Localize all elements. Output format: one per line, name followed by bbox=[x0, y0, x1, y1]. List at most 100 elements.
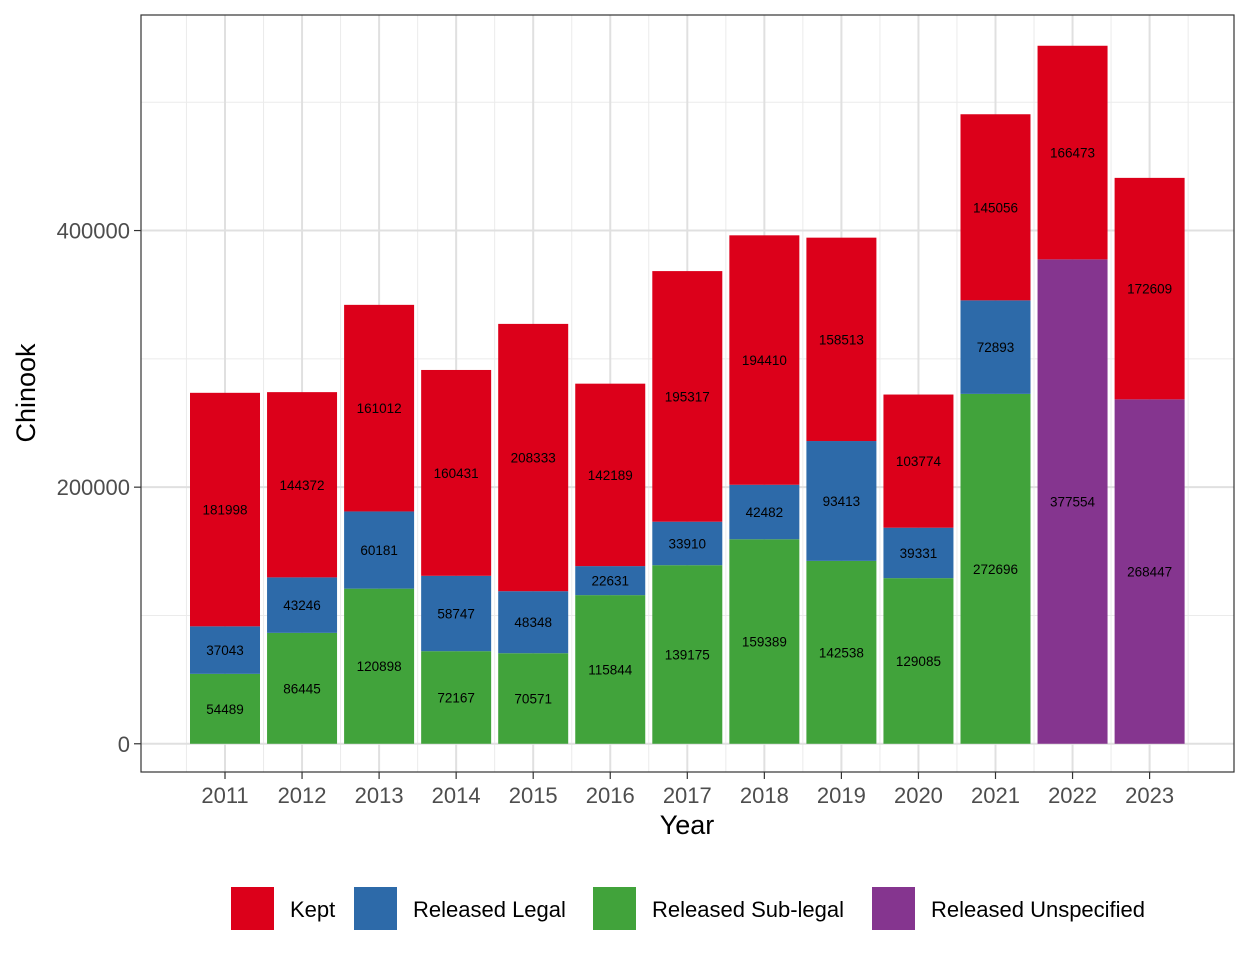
bar-value-label: 115844 bbox=[588, 662, 633, 677]
bar-segment bbox=[883, 527, 954, 579]
y-tick-label: 400000 bbox=[57, 219, 130, 244]
bar-value-label: 194410 bbox=[742, 353, 787, 368]
bar-value-label: 58747 bbox=[437, 606, 475, 621]
bar-value-label: 103774 bbox=[896, 454, 942, 469]
bar-value-label: 72167 bbox=[437, 690, 475, 705]
axis-tick-labels: 0 200000 400000 2011 2012 2013 2014 2015 2016 201… bbox=[57, 219, 1174, 808]
bar-segment bbox=[883, 394, 954, 528]
bar-value-label: 272696 bbox=[973, 562, 1018, 577]
bar-value-label: 208333 bbox=[511, 451, 556, 466]
bar-segment bbox=[729, 484, 800, 540]
bars bbox=[190, 45, 1185, 744]
bar-value-label: 37043 bbox=[206, 643, 244, 658]
bar-value-label: 72893 bbox=[977, 340, 1015, 355]
bar-segment bbox=[575, 383, 646, 567]
bar-segment bbox=[1037, 259, 1108, 744]
bar-segment bbox=[498, 653, 569, 744]
x-tick-label: 2023 bbox=[1125, 783, 1174, 808]
bar-value-label: 160431 bbox=[434, 466, 479, 481]
y-tick-label: 200000 bbox=[57, 475, 130, 500]
x-axis-title: Year bbox=[660, 810, 715, 840]
x-tick-label: 2019 bbox=[817, 783, 866, 808]
bar-segment bbox=[806, 560, 877, 744]
bar-segment bbox=[652, 565, 723, 744]
legend-label: Released Unspecified bbox=[931, 897, 1145, 922]
bar-segment bbox=[729, 235, 800, 485]
bar-value-label: 43246 bbox=[283, 598, 321, 613]
bar-value-label: 42482 bbox=[746, 505, 784, 520]
bar-value-label: 377554 bbox=[1050, 495, 1096, 510]
y-axis-title: Chinook bbox=[11, 343, 41, 443]
bar-segment bbox=[806, 441, 877, 561]
bar-value-label: 48348 bbox=[514, 615, 552, 630]
bar-segment bbox=[190, 626, 260, 674]
bar-segment bbox=[498, 591, 569, 654]
x-tick-label: 2011 bbox=[201, 783, 248, 808]
bar-segment bbox=[344, 304, 415, 512]
x-tick-label: 2012 bbox=[278, 783, 327, 808]
x-tick-label: 2016 bbox=[586, 783, 635, 808]
bar-value-label: 86445 bbox=[283, 681, 321, 696]
bar-value-label: 142538 bbox=[819, 645, 864, 660]
bar-value-label: 145056 bbox=[973, 200, 1018, 215]
bar-segment bbox=[190, 673, 260, 744]
legend-label: Kept bbox=[290, 897, 335, 922]
bar-value-label: 166473 bbox=[1050, 146, 1095, 161]
x-tick-label: 2021 bbox=[971, 783, 1020, 808]
bar-value-label: 142189 bbox=[588, 468, 633, 483]
bar-value-label: 33910 bbox=[669, 536, 707, 551]
x-tick-label: 2014 bbox=[432, 783, 481, 808]
legend-swatch bbox=[354, 887, 397, 930]
legend-swatch bbox=[231, 887, 274, 930]
bar-segment bbox=[960, 114, 1031, 301]
legend-label: Released Legal bbox=[413, 897, 566, 922]
legend-label: Released Sub-legal bbox=[652, 897, 844, 922]
bar-segment bbox=[344, 511, 415, 589]
bar-segment bbox=[652, 271, 723, 522]
bar-segment bbox=[267, 577, 338, 633]
bar-value-label: 159389 bbox=[742, 635, 787, 650]
bar-value-label: 54489 bbox=[206, 702, 244, 717]
bar-value-label: 195317 bbox=[665, 389, 710, 404]
bar-segment bbox=[960, 300, 1031, 394]
bar-segment bbox=[575, 566, 646, 596]
bar-value-labels: 54489 37043 181998 86445 43246 144372 120898 60… bbox=[202, 146, 1172, 717]
legend-swatch bbox=[593, 887, 636, 930]
bar-value-label: 181998 bbox=[202, 503, 247, 518]
bar-segment bbox=[267, 392, 338, 578]
bar-value-label: 22631 bbox=[591, 574, 629, 589]
x-tick-label: 2018 bbox=[740, 783, 789, 808]
bar-segment bbox=[1114, 399, 1185, 744]
bar-value-label: 172609 bbox=[1127, 282, 1172, 297]
legend-swatch bbox=[872, 887, 915, 930]
bar-value-label: 60181 bbox=[360, 543, 398, 558]
bar-value-label: 161012 bbox=[357, 401, 402, 416]
bar-segment bbox=[883, 578, 954, 744]
x-tick-label: 2017 bbox=[663, 783, 712, 808]
bar-value-label: 93413 bbox=[823, 494, 861, 509]
bar-segment bbox=[190, 392, 260, 627]
bar-segment bbox=[421, 651, 492, 744]
y-tick-label: 0 bbox=[118, 732, 130, 757]
x-tick-label: 2015 bbox=[509, 783, 558, 808]
x-tick-label: 2022 bbox=[1048, 783, 1097, 808]
bar-value-label: 144372 bbox=[280, 478, 325, 493]
bar-segment bbox=[421, 369, 492, 576]
bar-segment bbox=[498, 323, 569, 592]
x-tick-label: 2020 bbox=[894, 783, 943, 808]
bar-segment bbox=[729, 539, 800, 744]
bar-segment bbox=[960, 393, 1031, 744]
bar-value-label: 120898 bbox=[357, 659, 402, 674]
bar-segment bbox=[1037, 45, 1108, 260]
bar-value-label: 158513 bbox=[819, 332, 864, 347]
bar-value-label: 39331 bbox=[900, 546, 938, 561]
bar-segment bbox=[575, 595, 646, 744]
bar-segment bbox=[267, 632, 338, 744]
x-tick-label: 2013 bbox=[355, 783, 404, 808]
bar-segment bbox=[344, 588, 415, 744]
bar-value-label: 268447 bbox=[1127, 565, 1172, 580]
legend: Kept Released Legal Released Sub-legal Rele… bbox=[231, 887, 1145, 930]
bar-value-label: 129085 bbox=[896, 654, 941, 669]
